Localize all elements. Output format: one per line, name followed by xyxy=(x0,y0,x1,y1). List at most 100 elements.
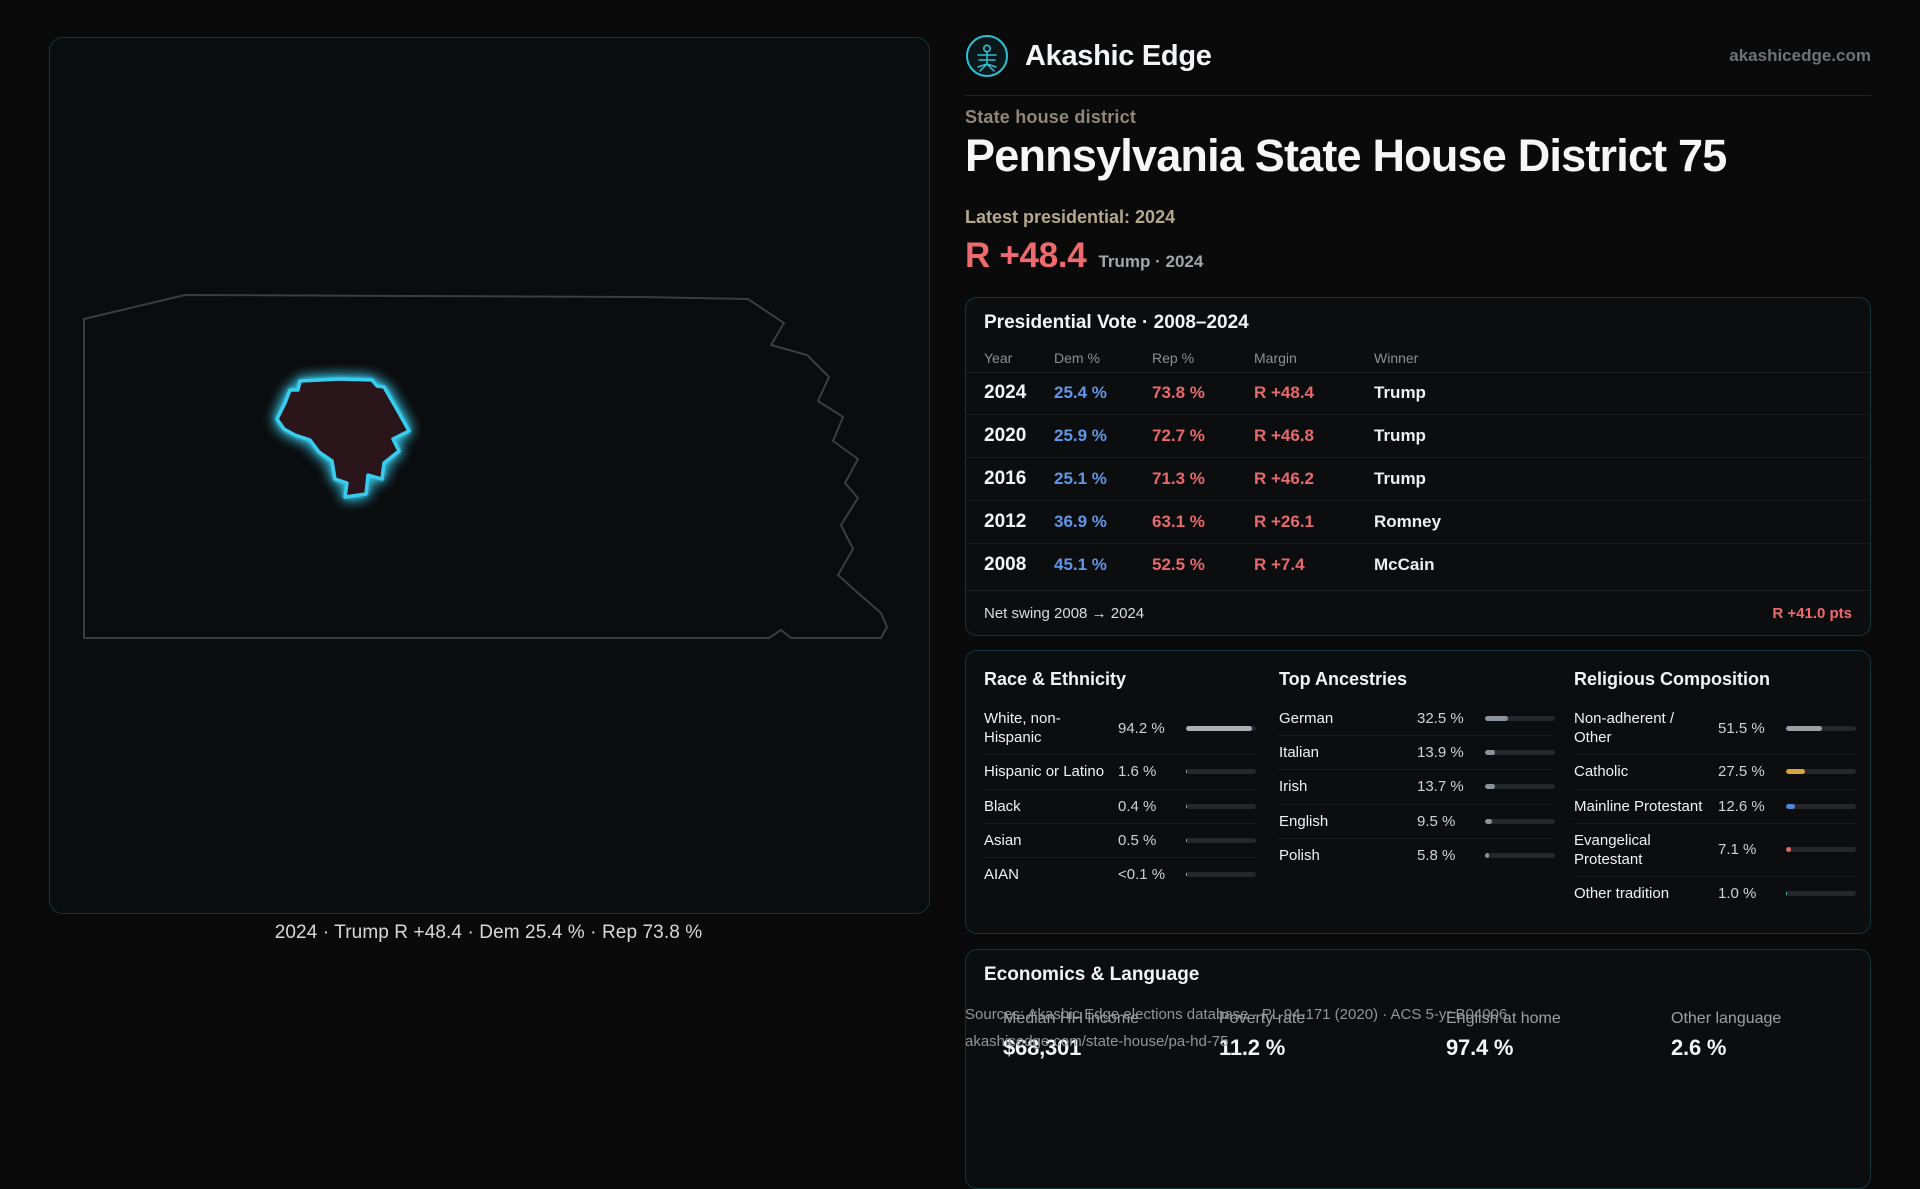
stat-value: 1.6 % xyxy=(1118,763,1157,781)
header-divider xyxy=(965,95,1871,96)
latest-presidential-label: Latest presidential: 2024 xyxy=(965,207,1176,227)
card-title: Economics & Language xyxy=(984,964,1200,985)
stat-value: 9.5 % xyxy=(1417,812,1456,830)
stat-row: Catholic 27.5 % xyxy=(1574,755,1856,790)
year-cell: 2020 xyxy=(984,425,1027,446)
column-header: Year xyxy=(984,350,1013,366)
economics-stats: Median HH income $68,301 Poverty rate 11.2 … xyxy=(966,950,1870,1188)
stat-label: German xyxy=(1279,710,1334,727)
stat-row: Other tradition 1.0 % xyxy=(1574,877,1856,910)
stat-bar xyxy=(1786,725,1856,731)
stat-bar xyxy=(1485,852,1555,858)
stat-row: Evangelical Protestant 7.1 % xyxy=(1574,824,1856,878)
stat-value: <0.1 % xyxy=(1118,866,1166,884)
economic-stat: Median HH income $68,301 xyxy=(1003,1010,1139,1061)
stat-value: $68,301 xyxy=(1003,1035,1082,1060)
section-title: Religious Composition xyxy=(1574,669,1770,689)
margin-cell: R +48.4 xyxy=(1254,383,1315,402)
margin-cell: R +46.2 xyxy=(1254,469,1315,488)
rep-cell: 52.5 % xyxy=(1152,555,1205,574)
presidential-vote-card: Presidential Vote · 2008–2024 Year Dem % R… xyxy=(965,297,1871,636)
stat-bar-fill xyxy=(1485,750,1495,756)
map-caption: 2024 · Trump R +48.4 · Dem 25.4 % · Rep … xyxy=(274,922,703,943)
margin-cell: R +46.8 xyxy=(1254,426,1315,445)
stat-bar-fill xyxy=(1485,784,1495,790)
state-outline xyxy=(83,294,888,639)
stat-label: Median HH income xyxy=(1003,1010,1140,1027)
economic-stat: Poverty rate 11.2 % xyxy=(1219,1010,1305,1061)
stat-bar-fill xyxy=(1186,837,1187,843)
stat-label: Italian xyxy=(1279,744,1320,762)
stat-row: Irish 13.7 % xyxy=(1279,770,1555,805)
stat-label: Asian xyxy=(984,831,1022,849)
stat-value: 1.0 % xyxy=(1718,885,1757,903)
stat-bar-fill xyxy=(1786,769,1806,775)
stat-label: English xyxy=(1279,812,1329,830)
dem-cell: 45.1 % xyxy=(1054,555,1107,574)
race-ethnicity-section: Race & Ethnicity White, non-Hispanic 94.2… xyxy=(984,651,1256,933)
column-header: Dem % xyxy=(1054,350,1100,366)
stat-label: AIAN xyxy=(984,865,1020,883)
stat-bar-fill xyxy=(1786,847,1791,853)
headline-margin-value: R +48.4 xyxy=(965,236,1087,275)
column-header: Margin xyxy=(1254,350,1297,366)
stat-value: 32.5 % xyxy=(1417,710,1464,728)
stat-value: 94.2 % xyxy=(1118,719,1165,737)
page-title: Pennsylvania State House District 75 xyxy=(965,130,1727,181)
stat-bar xyxy=(1786,803,1856,809)
ancestry-rows: German 32.5 % Italian 13.9 % Irish 13.7 % Engl… xyxy=(1279,702,1555,872)
stat-value: 12.6 % xyxy=(1718,797,1765,815)
stat-row: White, non-Hispanic 94.2 % xyxy=(984,702,1256,756)
rep-cell: 71.3 % xyxy=(1152,469,1205,488)
presidential-row: 2016 25.1 % 71.3 % R +46.2 Trump xyxy=(966,458,1870,501)
site-domain-link[interactable]: akashicedge.com xyxy=(1729,46,1871,65)
rep-cell: 73.8 % xyxy=(1152,383,1205,402)
district-75-shape[interactable] xyxy=(275,377,411,499)
sources-footer: Sources: Akashic Edge elections database… xyxy=(965,1001,1507,1055)
stat-row: Black 0.4 % xyxy=(984,790,1256,824)
dem-cell: 36.9 % xyxy=(1054,512,1107,531)
stat-label: Polish xyxy=(1279,846,1320,864)
stat-bar xyxy=(1186,837,1256,843)
stat-bar xyxy=(1186,769,1256,775)
stat-row: German 32.5 % xyxy=(1279,702,1555,737)
dem-cell: 25.9 % xyxy=(1054,426,1107,445)
winner-cell: McCain xyxy=(1374,555,1435,574)
presidential-row: 2020 25.9 % 72.7 % R +46.8 Trump xyxy=(966,415,1870,458)
stat-label: Other tradition xyxy=(1574,885,1670,903)
presidential-row: 2012 36.9 % 63.1 % R +26.1 Romney xyxy=(966,501,1870,544)
year-cell: 2024 xyxy=(984,382,1027,403)
stat-bar xyxy=(1786,847,1856,853)
stat-bar xyxy=(1786,891,1856,897)
stat-label: Catholic xyxy=(1574,763,1629,781)
stat-value: 13.7 % xyxy=(1417,778,1464,796)
stat-value: 27.5 % xyxy=(1718,763,1765,781)
stat-bar-fill xyxy=(1485,852,1490,858)
permalink-link[interactable]: akashicedge.com/state-house/pa-hd-75 xyxy=(965,1033,1229,1050)
column-header: Rep % xyxy=(1152,350,1195,366)
stat-bar-fill xyxy=(1485,716,1508,722)
brand-name: Akashic Edge xyxy=(1025,39,1212,72)
economic-stat: English at home 97.4 % xyxy=(1446,1010,1561,1061)
stat-label: Irish xyxy=(1279,778,1308,796)
stat-bar-fill xyxy=(1485,818,1492,824)
margin-cell: R +7.4 xyxy=(1254,555,1305,574)
stat-label: Other language xyxy=(1671,1010,1782,1027)
stat-label: Black xyxy=(984,797,1021,815)
year-cell: 2012 xyxy=(984,511,1027,532)
column-header: Winner xyxy=(1374,350,1419,366)
stat-bar xyxy=(1186,725,1256,731)
stat-bar xyxy=(1786,769,1856,775)
detail-panel: Akashic Edge akashicedge.com State house… xyxy=(965,0,1871,1189)
stat-bar xyxy=(1186,872,1256,878)
stat-value: 13.9 % xyxy=(1417,744,1464,762)
stat-bar xyxy=(1485,818,1555,824)
stat-row: Polish 5.8 % xyxy=(1279,839,1555,872)
presidential-row: 2008 45.1 % 52.5 % R +7.4 McCain xyxy=(966,544,1870,586)
stat-row: Asian 0.5 % xyxy=(984,824,1256,858)
sources-line: Sources: Akashic Edge elections database… xyxy=(965,1006,1508,1023)
stat-bar-fill xyxy=(1786,891,1787,897)
net-swing-label: Net swing 2008 → 2024 xyxy=(984,604,1145,622)
top-ancestries-section: Top Ancestries German 32.5 % Italian 13.9 %… xyxy=(1279,651,1555,933)
margin-cell: R +26.1 xyxy=(1254,512,1315,531)
